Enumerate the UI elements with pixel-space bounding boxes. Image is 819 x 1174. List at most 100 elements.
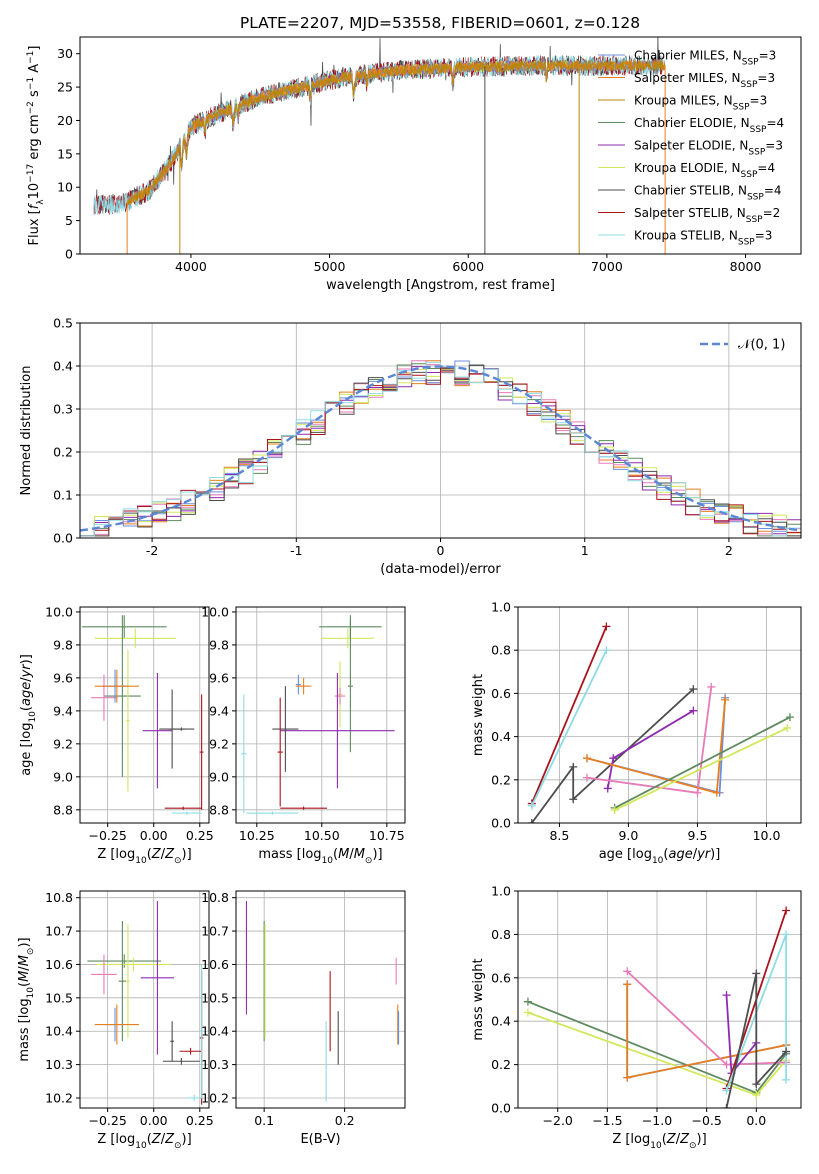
weight_vs_age-marker-3-0 <box>603 784 612 793</box>
mass_vs_ebv-xlabel: E(B-V) <box>300 1132 340 1147</box>
age_vs_Z-cross-9 <box>168 727 195 731</box>
weight_vs_Z-ytick-label-1: 0.2 <box>491 1057 511 1072</box>
spectrum-series-2 <box>126 59 666 207</box>
weight_vs_age-series-6 <box>583 682 716 797</box>
weight_vs_Z-marker-7-2 <box>782 1075 791 1084</box>
weight_vs_Z-marker-8-2 <box>752 1080 761 1089</box>
age_vs_mass-xtick-label-2: 10.75 <box>369 828 405 843</box>
weight_vs_age-line-0 <box>530 626 608 804</box>
residuals-panel: -2 -1 0 1 2 0.0 0.1 0.2 0.3 0.4 0.5 𝒩(0, 1) (data-mo… <box>19 316 802 577</box>
spectrum-xtick-label-1: 5000 <box>314 259 346 274</box>
mass_vs_ebv-ytick-label-5: 10.7 <box>201 924 229 939</box>
weight_vs_Z-panel: −2.0 −1.5 −1.0 −0.5 0.0 0.0 0.2 0.4 0.6 0.8 1.0 Z [… <box>471 884 802 1151</box>
age_vs_Z-cross-4 <box>91 674 117 721</box>
spectrum-legend-label-1: Salpeter MILES, NSSP=3 <box>634 71 775 90</box>
residuals-xtick-label-0: -2 <box>146 543 158 558</box>
age_vs_mass-plot-area <box>241 615 395 815</box>
weight_vs_age-ytick-label-4: 0.8 <box>491 643 511 658</box>
normal-curve <box>80 365 799 532</box>
weight_vs_age-frame: 8.5 9.0 9.5 10.0 0.0 0.2 0.4 0.6 0.8 1.0 age [log1… <box>471 600 802 866</box>
weight_vs_age-line-2 <box>531 688 694 823</box>
spectrum-ytick-label-5: 25 <box>57 80 73 95</box>
mass_vs_Z-cross-4 <box>91 954 117 995</box>
spectrum-ytick-label-4: 20 <box>57 113 73 128</box>
mass_vs_Z-ytick-label-4: 10.6 <box>45 957 73 972</box>
weight_vs_age-marker-1-1 <box>602 646 611 655</box>
weight_vs_Z-marker-7-1 <box>782 930 791 939</box>
weight_vs_age-marker-2-0 <box>527 819 536 823</box>
mass_vs_Z-ylabel: mass [log10(M/M⊙)] <box>17 937 36 1061</box>
spectrum-ytick-label-2: 10 <box>57 180 73 195</box>
residuals-ytick-label-5: 0.5 <box>53 316 73 331</box>
weight_vs_age-marker-8-1 <box>783 723 792 732</box>
age_vs_Z-frame: −0.25 0.00 0.25 8.8 9.0 9.2 9.4 9.6 9.8 10.0 Z [lo… <box>19 604 214 866</box>
residuals-xtick-label-2: 0 <box>437 543 445 558</box>
spectrum-xtick-label-3: 7000 <box>591 259 623 274</box>
weight_vs_age-panel: 8.5 9.0 9.5 10.0 0.0 0.2 0.4 0.6 0.8 1.0 age [log1… <box>471 600 802 866</box>
mass_vs_Z-ytick-label-5: 10.7 <box>45 924 73 939</box>
age_vs_Z-cross-2 <box>103 615 141 777</box>
weight_vs_Z-marker-3-0 <box>623 980 632 989</box>
age_vs_mass-frame: 10.25 10.50 10.75 8.8 9.0 9.2 9.4 9.6 9.8 10.0 mas… <box>201 604 406 866</box>
residuals-ylabel: Normed distribution <box>19 366 34 496</box>
weight_vs_age-series-2 <box>527 685 698 823</box>
weight_vs_Z-plot-area <box>523 906 791 1108</box>
mass_vs_Z-frame: −0.25 0.00 0.25 10.2 10.3 10.4 10.5 10.6 10.7 10.… <box>17 890 214 1151</box>
residuals-xtick-label-3: 1 <box>581 543 589 558</box>
age_vs_mass-cross-10 <box>280 806 327 810</box>
spectrum-legend-label-5: Kroupa ELODIE, NSSP=4 <box>634 161 775 180</box>
weight_vs_Z-marker-6-1 <box>782 906 791 915</box>
weight_vs_age-marker-8-0 <box>610 806 619 815</box>
mass_vs_ebv-panel: 0.1 0.2 10.2 10.3 10.4 10.5 10.6 10.7 10.8 E(B-V) <box>201 890 406 1147</box>
weight_vs_Z-xtick-label-1: −1.5 <box>592 1113 622 1128</box>
spectrum-series-8 <box>93 54 663 216</box>
residuals-ytick-label-4: 0.4 <box>53 359 73 374</box>
mass_vs_Z-cross-1 <box>96 957 171 972</box>
residuals-xtick-label-4: 2 <box>725 543 733 558</box>
figure-title: PLATE=2207, MJD=53558, FIBERID=0601, z=0… <box>240 14 640 32</box>
weight_vs_age-marker-2-1 <box>569 762 578 771</box>
weight_vs_age-line-6 <box>586 686 713 794</box>
mass_vs_ebv-frame: 0.1 0.2 10.2 10.3 10.4 10.5 10.6 10.7 10.8 E(B-V) <box>201 890 406 1147</box>
weight_vs_age-ytick-label-5: 1.0 <box>491 600 511 615</box>
age_vs_mass-ytick-label-2: 9.2 <box>209 736 229 751</box>
mass_vs_Z-cross-12 <box>186 1094 202 1102</box>
age_vs_mass-cross-1 <box>321 628 374 649</box>
weight_vs_Z-xlabel: Z [log10(Z/Z⊙)] <box>612 1132 706 1151</box>
age_vs_Z-ytick-label-6: 10.0 <box>45 604 73 619</box>
mass_vs_ebv-xtick-label-0: 0.1 <box>254 1113 274 1128</box>
mass_vs_Z-plot-area <box>87 901 204 1105</box>
age_vs_mass-xlabel: mass [log10(M/M⊙)] <box>258 847 382 866</box>
age_vs_mass-cross-2 <box>347 620 353 753</box>
weight_vs_age-marker-3-1 <box>609 754 618 763</box>
mass_vs_Z-ytick-label-1: 10.3 <box>45 1057 73 1072</box>
weight_vs_age-xtick-label-2: 9.5 <box>688 828 708 843</box>
mass_vs_Z-cross-0 <box>87 954 162 968</box>
spectrum-legend-label-3: Chabrier ELODIE, NSSP=4 <box>634 116 784 135</box>
residual-legend-label: 𝒩(0, 1) <box>738 338 785 353</box>
spectrum-series-0 <box>126 59 666 207</box>
age_vs_mass-cross-4 <box>334 687 346 705</box>
age_vs_Z-xtick-label-1: 0.00 <box>140 828 168 843</box>
age_vs_mass-cross-12 <box>246 811 299 815</box>
weight_vs_age-marker-2-2 <box>569 795 578 804</box>
spectrum-ytick-label-1: 5 <box>65 213 73 228</box>
age_vs_Z-cross-12 <box>172 811 202 815</box>
mass_vs_ebv-ytick-label-6: 10.8 <box>201 890 229 905</box>
weight_vs_age-marker-3-2 <box>689 706 698 715</box>
mass_vs_ebv-ytick-label-4: 10.6 <box>201 957 229 972</box>
spectrum-series-1 <box>126 59 666 207</box>
weight_vs_Z-marker-8-0 <box>722 1104 731 1108</box>
spectrum-legend-label-7: Salpeter STELIB, NSSP=2 <box>634 206 780 225</box>
weight_vs_age-marker-6-0 <box>583 773 592 782</box>
weight_vs_age-series-1 <box>527 646 611 810</box>
weight_vs_Z-frame: −2.0 −1.5 −1.0 −0.5 0.0 0.0 0.2 0.4 0.6 0.8 1.0 Z [… <box>471 884 802 1151</box>
mass_vs_ebv-ytick-label-1: 10.3 <box>201 1057 229 1072</box>
spectrum-legend-label-2: Kroupa MILES, NSSP=3 <box>634 94 767 113</box>
weight_vs_age-xtick-label-3: 10.0 <box>753 828 781 843</box>
residuals-ytick-label-3: 0.3 <box>53 402 73 417</box>
age_vs_mass-cross-6 <box>295 677 312 695</box>
mass_vs_Z-cross-10 <box>179 1047 202 1055</box>
weight_vs_Z-series-8 <box>722 969 791 1108</box>
weight_vs_age-xtick-label-0: 8.5 <box>549 828 569 843</box>
